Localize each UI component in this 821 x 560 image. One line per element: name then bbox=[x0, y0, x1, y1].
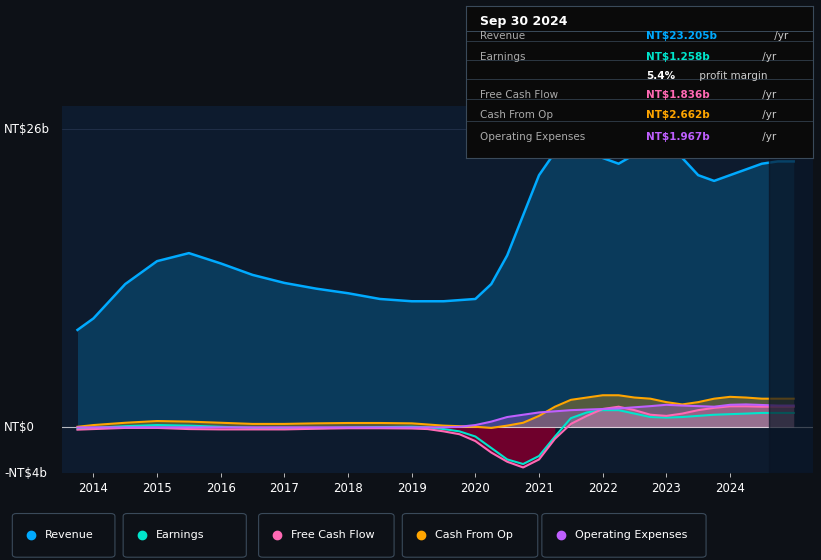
Text: /yr: /yr bbox=[759, 53, 776, 62]
Text: profit margin: profit margin bbox=[696, 71, 768, 81]
Text: NT$1.967b: NT$1.967b bbox=[646, 132, 710, 142]
Text: NT$1.836b: NT$1.836b bbox=[646, 91, 710, 100]
Text: /yr: /yr bbox=[771, 31, 788, 41]
Text: Earnings: Earnings bbox=[480, 53, 525, 62]
Text: 5.4%: 5.4% bbox=[646, 71, 676, 81]
Bar bbox=[769, 106, 816, 473]
Text: Operating Expenses: Operating Expenses bbox=[575, 530, 687, 540]
Text: NT$2.662b: NT$2.662b bbox=[646, 110, 710, 120]
Text: -NT$4b: -NT$4b bbox=[4, 466, 47, 480]
Text: /yr: /yr bbox=[759, 91, 776, 100]
Text: Operating Expenses: Operating Expenses bbox=[480, 132, 585, 142]
Text: /yr: /yr bbox=[759, 110, 776, 120]
Text: Sep 30 2024: Sep 30 2024 bbox=[480, 15, 567, 28]
Text: Earnings: Earnings bbox=[156, 530, 204, 540]
Text: NT$1.258b: NT$1.258b bbox=[646, 53, 710, 62]
Text: /yr: /yr bbox=[759, 132, 776, 142]
Text: Free Cash Flow: Free Cash Flow bbox=[480, 91, 558, 100]
Text: Revenue: Revenue bbox=[480, 31, 525, 41]
Text: NT$23.205b: NT$23.205b bbox=[646, 31, 718, 41]
Text: NT$26b: NT$26b bbox=[4, 123, 50, 136]
Text: Cash From Op: Cash From Op bbox=[435, 530, 513, 540]
Text: NT$0: NT$0 bbox=[4, 421, 35, 434]
Text: Free Cash Flow: Free Cash Flow bbox=[291, 530, 375, 540]
Text: Cash From Op: Cash From Op bbox=[480, 110, 553, 120]
Text: Revenue: Revenue bbox=[45, 530, 94, 540]
